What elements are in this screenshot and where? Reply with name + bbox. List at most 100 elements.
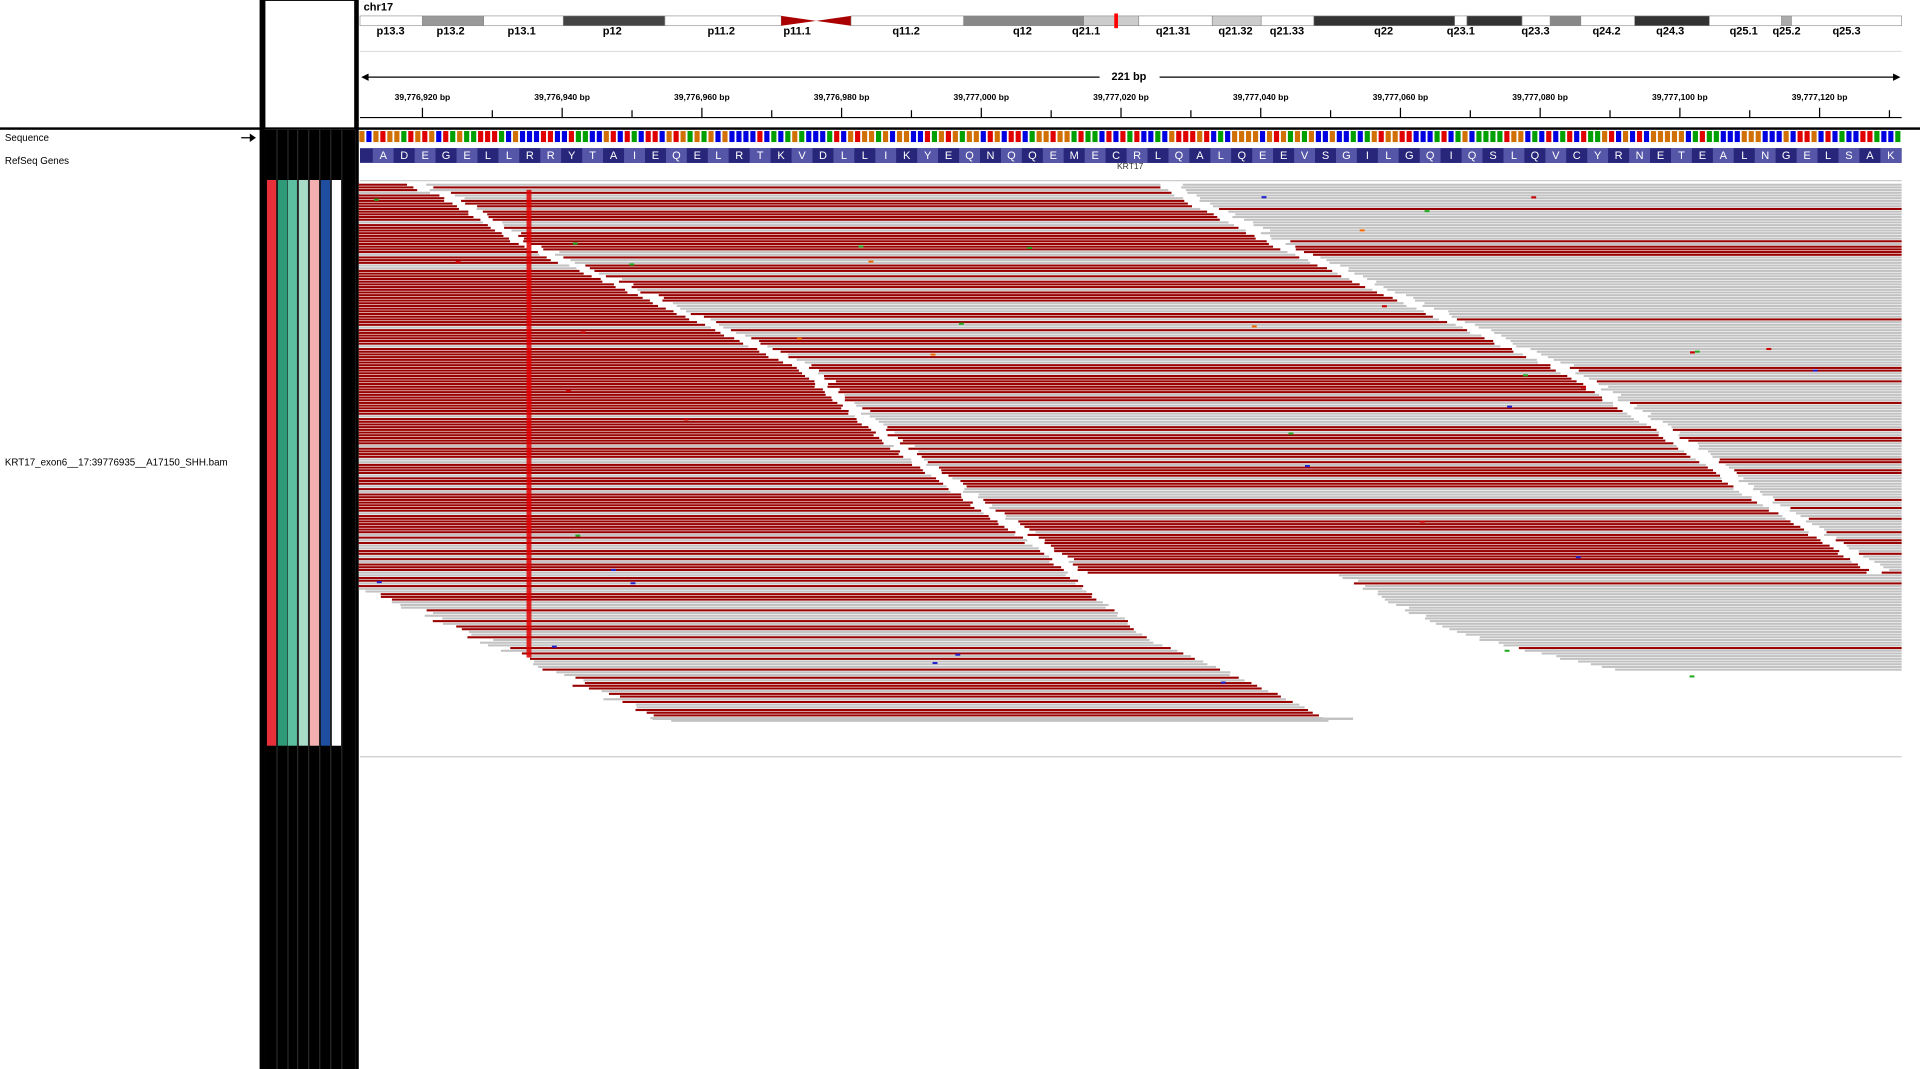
read: [827, 385, 1586, 388]
base: [1797, 131, 1803, 143]
mismatch: [1507, 405, 1512, 408]
ruler: 39,776,920 bp 39,776,940 bp 39,776,960 bp 3…: [395, 92, 1891, 118]
base: [1015, 131, 1021, 143]
read: [1338, 574, 1902, 577]
read: [358, 525, 1005, 528]
read: [1451, 315, 1902, 318]
aa-box: [603, 148, 625, 163]
read: [358, 401, 838, 404]
ruler-label: 39,776,940 bp: [534, 92, 590, 102]
read: [1408, 606, 1902, 609]
read: [637, 288, 1373, 291]
base: [1860, 131, 1866, 143]
read: [358, 259, 551, 262]
read: [358, 509, 982, 512]
base: [1755, 131, 1761, 143]
read: [1212, 205, 1902, 208]
read: [1728, 466, 1902, 469]
ruler-label: 39,777,040 bp: [1233, 92, 1289, 102]
read: [1808, 517, 1902, 520]
base: [603, 131, 609, 143]
read: [358, 248, 527, 251]
base: [1273, 131, 1280, 143]
read: [1479, 638, 1902, 642]
read: [1858, 552, 1902, 555]
base: [1685, 131, 1691, 143]
base: [1232, 131, 1238, 143]
read: [1073, 558, 1851, 561]
read: [504, 226, 1239, 229]
read: [1377, 593, 1902, 596]
mismatch: [1689, 351, 1695, 354]
base: [1120, 131, 1126, 143]
mismatch: [1304, 465, 1310, 468]
read: [883, 423, 1647, 426]
base: [1762, 131, 1768, 143]
amino-acid: L: [862, 150, 868, 162]
read: [869, 415, 1632, 418]
base: [848, 131, 854, 143]
read: [442, 622, 1128, 625]
base: [631, 131, 637, 143]
read: [589, 267, 1328, 270]
base: [1071, 131, 1077, 143]
base: [1183, 131, 1189, 143]
cytoband: [850, 15, 964, 27]
read: [598, 272, 1338, 275]
read: [529, 657, 1195, 660]
read: [358, 334, 725, 337]
read: [767, 345, 1501, 348]
read: [1598, 383, 1902, 386]
base: [1113, 131, 1119, 143]
read: [572, 684, 1258, 687]
read: [432, 620, 1128, 623]
cytoband-label: q24.2: [1592, 26, 1620, 38]
base: [1378, 131, 1384, 143]
read: [1424, 302, 1902, 305]
base: [1657, 131, 1664, 143]
base: [1518, 131, 1524, 143]
read: [1790, 506, 1902, 510]
amino-acid: E: [1280, 150, 1287, 162]
read: [358, 474, 932, 477]
read: [854, 401, 1613, 404]
read: [528, 655, 1191, 658]
strand-arrow[interactable]: [241, 133, 256, 143]
base: [1699, 131, 1705, 143]
read: [1753, 485, 1902, 488]
amino-acid: Q: [1468, 150, 1477, 162]
read: [575, 676, 1239, 679]
read: [1634, 407, 1902, 410]
mismatch: [1251, 325, 1257, 328]
read: [465, 202, 1188, 205]
base: [841, 131, 847, 143]
read: [1662, 420, 1902, 423]
read: [574, 261, 1311, 264]
base: [1155, 131, 1161, 143]
base: [1371, 131, 1377, 143]
name-panel-divider: [259, 0, 265, 1069]
read: [1376, 280, 1902, 283]
base: [1769, 131, 1775, 143]
amino-acid: N: [1761, 150, 1769, 162]
amino-acid: T: [1678, 150, 1685, 162]
aa-box: [1419, 148, 1441, 163]
mismatch: [1812, 369, 1818, 372]
mismatch: [455, 261, 461, 264]
read: [663, 296, 1393, 299]
read: [818, 372, 1561, 375]
read: [358, 579, 1079, 582]
read: [633, 283, 1360, 286]
read: [862, 407, 1618, 410]
attribute-cell: [277, 180, 288, 746]
aa-box: [665, 148, 687, 163]
read: [358, 506, 975, 510]
read: [1232, 216, 1902, 219]
base: [1748, 131, 1754, 143]
cytoband-label: p11.1: [783, 26, 811, 38]
read: [531, 242, 1269, 246]
read: [1313, 253, 1902, 256]
attribute-cell: [309, 180, 319, 746]
ruler-label: 39,777,060 bp: [1373, 92, 1429, 102]
mismatch: [580, 331, 586, 334]
